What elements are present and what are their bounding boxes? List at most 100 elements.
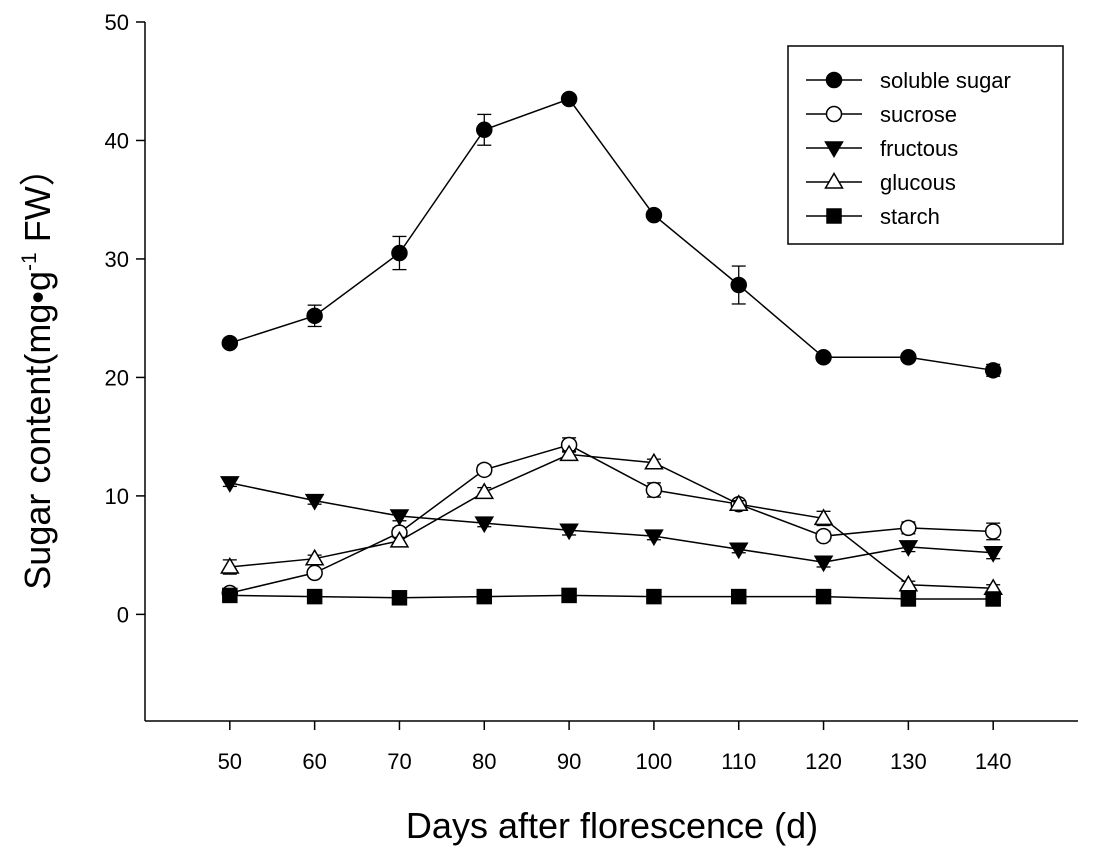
data-point	[474, 482, 495, 500]
y-axis-title-main: Sugar content(mg•g	[17, 271, 58, 590]
marker-shape	[825, 71, 843, 89]
x-tick-label: 80	[472, 749, 496, 774]
legend-item-starch: starch	[806, 204, 940, 229]
marker-shape	[983, 546, 1003, 563]
data-point	[389, 509, 410, 527]
data-point	[644, 452, 664, 470]
legend-label: soluble sugar	[880, 68, 1011, 93]
marker-shape	[391, 590, 408, 606]
data-point	[221, 334, 239, 352]
series-line	[229, 594, 994, 600]
data-point	[898, 574, 919, 592]
marker-shape	[813, 555, 834, 573]
series-line	[229, 444, 994, 594]
legend-marker	[825, 105, 843, 123]
series-layer	[220, 90, 1003, 607]
marker-shape	[476, 121, 493, 139]
marker-shape	[391, 244, 408, 262]
marker-shape	[900, 519, 917, 537]
x-tick-label: 50	[218, 749, 242, 774]
data-point	[644, 529, 664, 547]
y-tick-label: 0	[117, 602, 129, 627]
data-point	[728, 542, 749, 560]
marker-shape	[222, 587, 238, 604]
x-tick-label: 100	[636, 749, 673, 774]
data-point	[304, 548, 325, 566]
data-point	[306, 564, 323, 582]
marker-shape	[476, 461, 493, 479]
legend-marker	[826, 208, 842, 224]
legend-label: starch	[880, 204, 940, 229]
data-point	[900, 349, 917, 366]
data-point	[559, 444, 579, 462]
marker-shape	[815, 349, 832, 366]
data-point	[815, 527, 832, 545]
marker-shape	[304, 493, 325, 511]
data-point	[984, 523, 1002, 540]
marker-shape	[984, 362, 1002, 379]
series-line	[229, 98, 994, 372]
marker-shape	[644, 529, 664, 547]
data-point	[646, 588, 662, 605]
data-point	[984, 362, 1002, 379]
data-point	[389, 530, 410, 548]
axes: 0 10 20 30 40 50 50 60 70 80 90 100 110 120 130 140	[105, 10, 1078, 774]
y-tick-label: 20	[105, 365, 129, 390]
legend-item-fructous: fructous	[806, 136, 958, 161]
x-tick-label: 140	[975, 749, 1012, 774]
marker-shape	[559, 444, 579, 462]
marker-shape	[815, 527, 832, 545]
legend-item-soluble-sugar: soluble sugar	[806, 68, 1011, 93]
legend-item-sucrose: sucrose	[806, 102, 957, 127]
y-tick-label: 30	[105, 247, 129, 272]
marker-shape	[813, 508, 834, 526]
marker-shape	[476, 588, 493, 605]
x-axis-title: Days after florescence (d)	[406, 805, 818, 846]
legend-label: fructous	[880, 136, 958, 161]
data-point	[900, 519, 917, 537]
marker-shape	[644, 452, 664, 470]
marker-shape	[728, 494, 749, 511]
y-axis-title-superscript: -1	[18, 252, 41, 271]
data-point	[645, 206, 663, 224]
marker-shape	[389, 509, 410, 527]
data-point	[222, 587, 238, 604]
marker-shape	[646, 588, 662, 605]
data-point	[476, 121, 493, 139]
legend-label: glucous	[880, 170, 956, 195]
legend-marker	[824, 172, 844, 189]
data-point	[476, 461, 493, 479]
data-point	[559, 523, 579, 541]
data-point	[815, 349, 832, 366]
data-point	[561, 587, 577, 604]
data-point	[476, 588, 493, 605]
x-tick-label: 110	[721, 749, 756, 774]
data-point	[813, 555, 834, 573]
series-line	[229, 482, 994, 564]
legend-marker	[824, 141, 844, 158]
data-point	[560, 90, 578, 108]
x-tick-label: 130	[890, 749, 927, 774]
series-glucous	[220, 444, 1003, 596]
series-sucrose	[221, 436, 1002, 602]
data-point	[220, 476, 240, 493]
marker-shape	[826, 208, 842, 224]
marker-shape	[900, 349, 917, 366]
data-point	[813, 508, 834, 526]
marker-shape	[730, 588, 747, 605]
data-point	[815, 588, 832, 605]
marker-shape	[559, 523, 579, 541]
data-point	[730, 588, 747, 605]
svg-text:Sugar content(mg•g-1 FW）: Sugar content(mg•g-1 FW）	[17, 150, 58, 589]
marker-shape	[306, 564, 323, 582]
marker-shape	[474, 516, 495, 534]
data-point	[983, 546, 1003, 563]
data-point	[728, 494, 749, 511]
data-point	[306, 588, 323, 605]
x-tick-label: 70	[387, 749, 411, 774]
marker-shape	[824, 141, 844, 158]
marker-shape	[898, 574, 919, 592]
data-point	[730, 276, 747, 294]
x-tick-label: 90	[557, 749, 581, 774]
